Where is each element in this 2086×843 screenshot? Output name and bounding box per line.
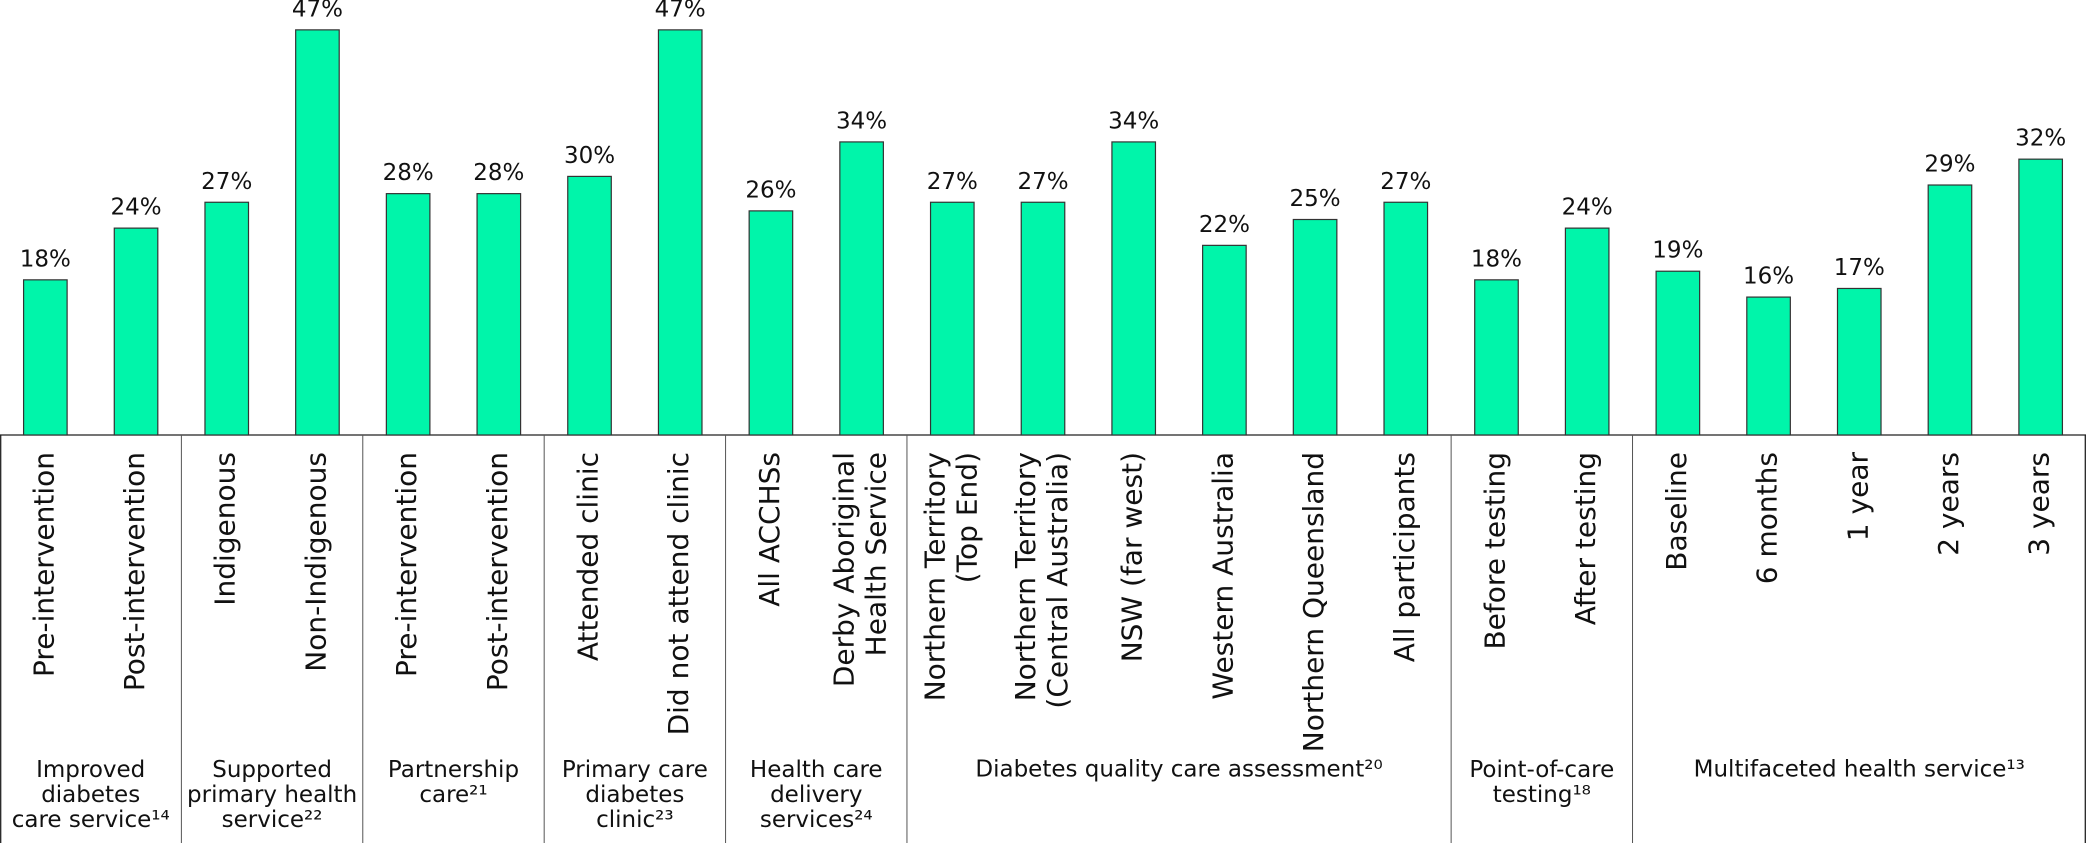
value-label: 16% — [1743, 264, 1794, 290]
value-label: 34% — [836, 108, 887, 134]
category-label: All participants — [1388, 452, 1421, 662]
value-label: 47% — [292, 0, 343, 22]
value-label: 27% — [201, 169, 252, 195]
group-label: Primary care diabetes clinic²³ — [562, 757, 708, 833]
value-label: 19% — [1652, 238, 1703, 264]
bar — [113, 227, 159, 436]
bar — [295, 29, 340, 436]
category-label: Baseline — [1660, 452, 1693, 571]
group-label: Improved diabetes care service¹⁴ — [12, 757, 170, 833]
category-label: Derby AboriginalHealth Service — [828, 452, 893, 687]
category-label: Post-intervention — [118, 452, 151, 691]
bar — [1927, 184, 1973, 436]
value-label: 34% — [1108, 108, 1159, 134]
value-label: 28% — [383, 160, 434, 186]
bar — [1292, 218, 1338, 436]
category-label: Non-Indigenous — [299, 452, 332, 672]
bar — [1020, 201, 1066, 436]
value-label: 27% — [1017, 169, 1068, 195]
value-label: 29% — [1924, 152, 1975, 178]
category-label: 2 years — [1932, 452, 1965, 556]
bar — [567, 175, 612, 436]
bar — [1655, 270, 1701, 436]
category-label: 1 year — [1841, 452, 1874, 542]
category-label: Indigenous — [209, 452, 242, 606]
value-label: 24% — [110, 195, 161, 221]
bar — [2018, 158, 2064, 436]
category-label: After testing — [1569, 452, 1602, 625]
bar — [1383, 201, 1429, 436]
category-label: Northern Territory(Central Australia) — [1009, 452, 1074, 709]
group-label: Supported primary health service²² — [187, 757, 357, 833]
category-label: Western Australia — [1206, 452, 1239, 700]
value-label: 24% — [1562, 195, 1613, 221]
bar — [385, 193, 431, 436]
value-label: 22% — [1199, 212, 1250, 238]
value-label: 25% — [1290, 186, 1341, 212]
bar — [22, 279, 68, 436]
bar — [929, 201, 975, 436]
category-label: Pre-intervention — [390, 452, 423, 677]
bar — [1111, 141, 1157, 436]
category-label: Northern Queensland — [1297, 452, 1330, 752]
bar — [839, 141, 884, 436]
group-label: Diabetes quality care assessment²⁰ — [975, 757, 1382, 783]
bar — [1564, 227, 1610, 436]
category-label: All ACCHSs — [753, 452, 786, 607]
bar — [476, 193, 522, 436]
group-label: Multifaceted health service¹³ — [1694, 757, 2025, 783]
value-label: 26% — [745, 177, 796, 203]
group-label: Health care delivery services²⁴ — [750, 757, 883, 833]
value-label: 27% — [927, 169, 978, 195]
value-label: 47% — [655, 0, 706, 22]
category-label: Northern Territory(Top End) — [918, 452, 983, 701]
bar — [748, 210, 794, 436]
group-label: Point-of-care testing¹⁸ — [1469, 757, 1614, 808]
value-label: 17% — [1834, 255, 1885, 281]
group-label: Partnership care²¹ — [388, 757, 519, 808]
value-label: 18% — [1471, 246, 1522, 272]
category-label: Attended clinic — [572, 452, 605, 661]
bar — [1836, 287, 1882, 436]
value-label: 27% — [1380, 169, 1431, 195]
bar — [1474, 279, 1519, 436]
value-label: 28% — [473, 160, 524, 186]
bar — [1746, 296, 1791, 436]
category-label: Before testing — [1478, 452, 1511, 650]
value-label: 18% — [20, 246, 71, 272]
value-label: 30% — [564, 143, 615, 169]
value-label: 32% — [2015, 126, 2066, 152]
bar — [1202, 244, 1247, 436]
bar — [657, 29, 703, 436]
bar — [204, 201, 250, 436]
category-label: Pre-intervention — [27, 452, 60, 677]
category-label: NSW (far west) — [1116, 452, 1149, 662]
category-label: 6 months — [1751, 452, 1784, 584]
category-label: 3 years — [2023, 452, 2056, 556]
category-label: Post-intervention — [481, 452, 514, 691]
category-label: Did not attend clinic — [662, 452, 695, 735]
